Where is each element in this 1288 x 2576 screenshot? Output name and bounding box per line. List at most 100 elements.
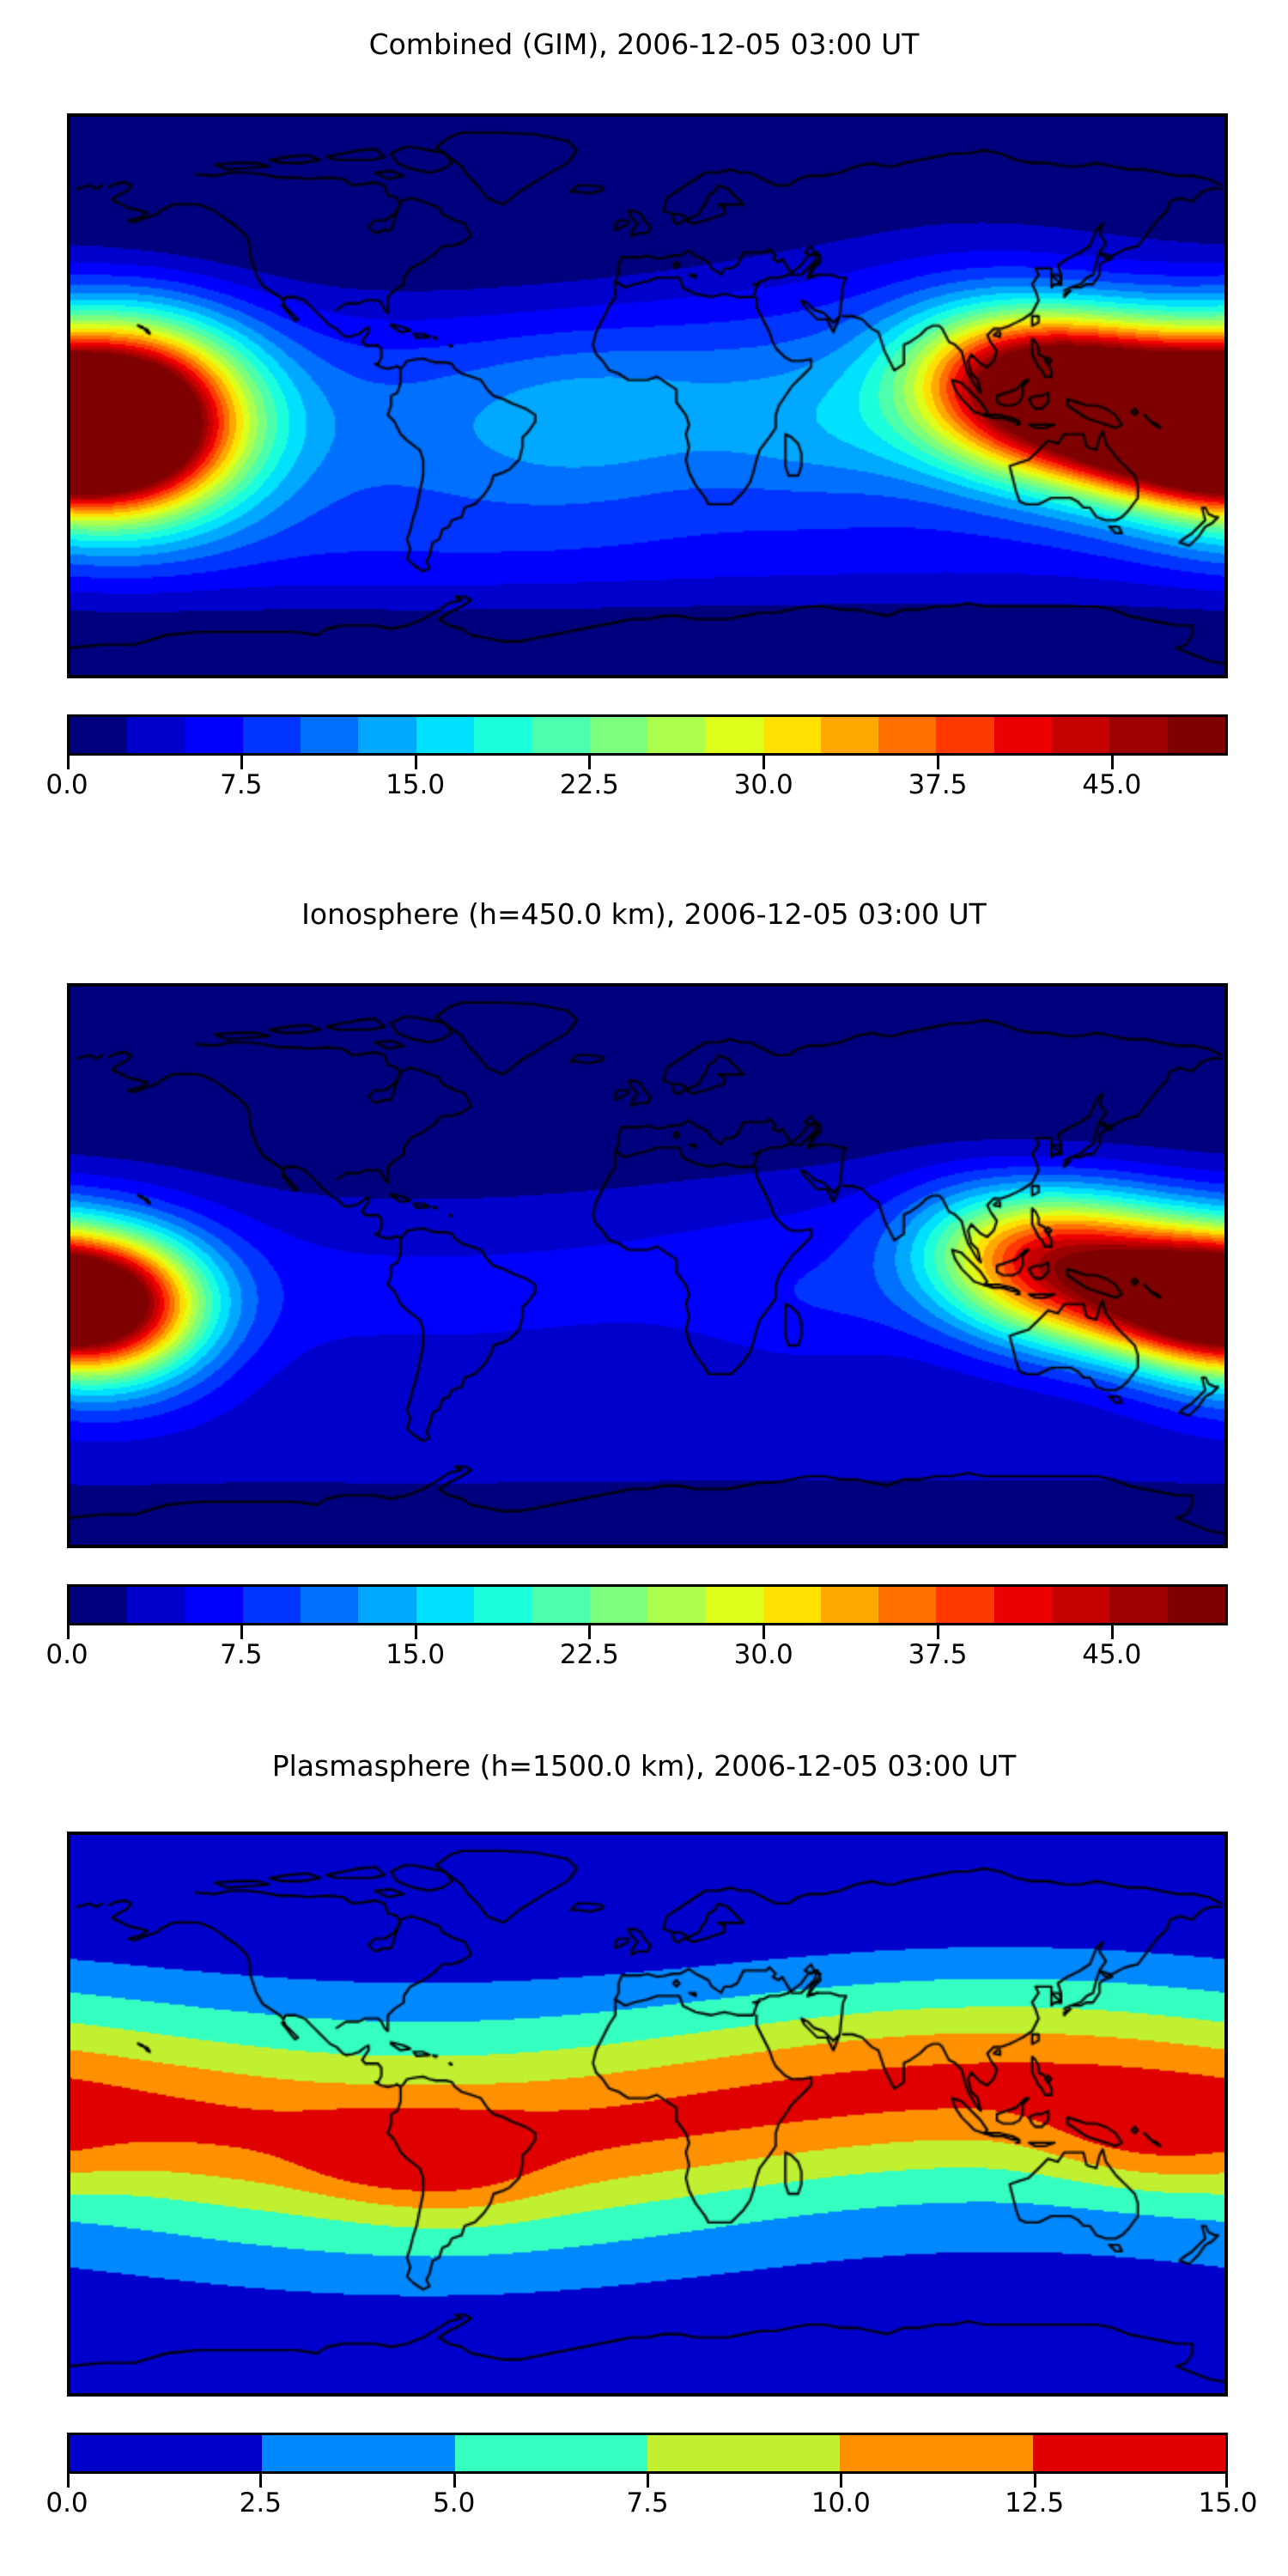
colorbar-tick-label: 30.0 [733,769,793,800]
colorbar-tick-label: 0.0 [46,769,88,800]
colorbar-band-14 [878,717,937,753]
colorbar-tick [453,2474,456,2488]
colorbar-band-3 [242,1587,301,1623]
colorbar-tick-label: 2.5 [239,2488,282,2518]
colorbar-band-2 [185,717,243,753]
colorbar-tick [588,756,592,769]
map-canvas-plasmasphere [70,1835,1224,2393]
colorbar-tick-label: 7.5 [626,2488,669,2518]
colorbar-labels-ionosphere: 0.0 7.5 15.0 22.5 30.0 37.5 45.0 [46,1639,1228,1679]
colorbar-strip-combined [67,714,1228,756]
colorbar-ticks-plasmasphere [67,2474,1228,2488]
colorbar-tick [762,756,766,769]
colorbar-tick-label: 5.0 [433,2488,476,2518]
map-plasmasphere [67,1832,1228,2397]
map-canvas-combined [70,117,1224,675]
colorbar-tick [67,756,70,769]
panel-title-plasmasphere: Plasmasphere (h=1500.0 km), 2006-12-05 0… [271,1749,1017,1783]
colorbar-tick-label: 37.5 [908,1639,968,1670]
map-combined-gim [67,113,1228,678]
colorbar-band-7 [474,1587,532,1623]
colorbar-plasmasphere: 0.0 2.5 5.0 7.5 10.0 12.5 15.0 [46,2433,1258,2553]
colorbar-tick-label: 37.5 [908,769,968,800]
colorbar-tick-label: 0.0 [46,2488,88,2518]
colorbar-tick [1110,1625,1114,1639]
colorbar-tick [1225,2474,1228,2488]
colorbar-tick-label: 7.5 [220,769,263,800]
colorbar-strip-ionosphere [67,1584,1228,1625]
map-canvas-ionosphere [70,987,1224,1545]
colorbar-band-13 [820,1587,879,1623]
colorbar-tick [937,756,939,769]
colorbar-labels-combined: 0.0 7.5 15.0 22.5 30.0 37.5 45.0 [46,769,1228,809]
colorbar-tick-label: 15.0 [386,769,446,800]
colorbar-band-0 [70,717,128,753]
colorbar-band-11 [705,1587,763,1623]
colorbar-combined: 0.0 7.5 15.0 22.5 30.0 37.5 45.0 [46,714,1228,835]
colorbar-band-17 [1052,1587,1110,1623]
colorbar-tick-label: 10.0 [811,2488,871,2518]
colorbar-band-5 [1032,2435,1225,2471]
colorbar-tick-label: 0.0 [46,1639,88,1670]
colorbar-tick [1110,756,1114,769]
colorbar-band-10 [647,717,706,753]
colorbar-band-5 [358,717,416,753]
colorbar-strip-plasmasphere [67,2433,1228,2474]
colorbar-ionosphere: 0.0 7.5 15.0 22.5 30.0 37.5 45.0 [46,1584,1228,1704]
colorbar-band-9 [589,1587,647,1623]
map-ionosphere [67,983,1228,1548]
colorbar-tick-label: 45.0 [1082,1639,1142,1670]
colorbar-band-0 [70,2435,263,2471]
colorbar-band-16 [993,1587,1053,1623]
colorbar-band-19 [1167,1587,1225,1623]
colorbar-tick [259,2474,263,2488]
colorbar-band-5 [358,1587,416,1623]
colorbar-tick [937,1625,939,1639]
colorbar-band-9 [589,717,647,753]
colorbar-band-2 [185,1587,243,1623]
colorbar-band-18 [1109,1587,1168,1623]
panel-title-ionosphere: Ionosphere (h=450.0 km), 2006-12-05 03:0… [301,897,987,931]
colorbar-tick [414,756,417,769]
colorbar-band-4 [301,717,359,753]
colorbar-tick-label: 15.0 [386,1639,446,1670]
colorbar-band-11 [705,717,763,753]
colorbar-ticks-ionosphere [67,1625,1228,1639]
colorbar-band-0 [70,1587,128,1623]
colorbar-band-13 [820,717,879,753]
colorbar-tick [647,2474,649,2488]
colorbar-tick-label: 22.5 [559,1639,619,1670]
colorbar-tick-label: 15.0 [1198,2488,1258,2518]
colorbar-band-18 [1109,717,1168,753]
colorbar-tick [840,2474,843,2488]
colorbar-band-8 [532,1587,590,1623]
colorbar-tick [414,1625,417,1639]
colorbar-band-6 [416,1587,475,1623]
colorbar-tick [762,1625,766,1639]
panel-title-combined: Combined (GIM), 2006-12-05 03:00 UT [368,27,920,61]
colorbar-band-15 [936,1587,994,1623]
colorbar-tick [1033,2474,1036,2488]
colorbar-band-4 [301,1587,359,1623]
colorbar-tick [588,1625,592,1639]
colorbar-band-4 [840,2435,1033,2471]
colorbar-tick-label: 7.5 [220,1639,263,1670]
colorbar-band-17 [1052,717,1110,753]
colorbar-ticks-combined [67,756,1228,769]
colorbar-band-16 [993,717,1053,753]
colorbar-band-3 [647,2435,841,2471]
colorbar-tick-label: 22.5 [559,769,619,800]
colorbar-labels-plasmasphere: 0.0 2.5 5.0 7.5 10.0 12.5 15.0 [46,2488,1257,2527]
panel-ionosphere: Ionosphere (h=450.0 km), 2006-12-05 03:0… [0,859,1288,1730]
colorbar-band-3 [242,717,301,753]
colorbar-tick [67,1625,70,1639]
colorbar-tick-label: 30.0 [733,1639,793,1670]
colorbar-band-7 [474,717,532,753]
colorbar-band-1 [127,717,185,753]
colorbar-tick [240,756,243,769]
colorbar-band-1 [262,2435,455,2471]
panel-combined-gim: Combined (GIM), 2006-12-05 03:00 UT 0.0 7… [0,0,1288,859]
colorbar-band-2 [454,2435,647,2471]
colorbar-tick [67,2474,70,2488]
colorbar-band-12 [762,1587,821,1623]
